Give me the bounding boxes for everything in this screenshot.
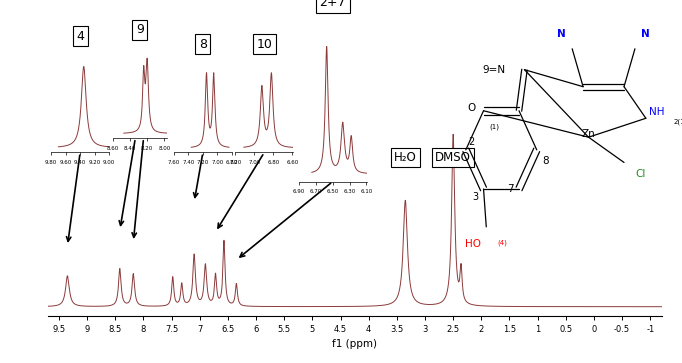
Text: 8: 8 <box>542 156 549 166</box>
Text: 9=N: 9=N <box>482 65 505 75</box>
Text: DMSO: DMSO <box>435 151 471 164</box>
Text: (1): (1) <box>489 123 499 130</box>
Text: 2: 2 <box>469 137 475 147</box>
Text: 2+7: 2+7 <box>320 0 346 9</box>
Text: 8: 8 <box>199 37 207 50</box>
Text: Zn: Zn <box>582 129 595 139</box>
Text: 2(10): 2(10) <box>673 118 682 125</box>
Text: 7: 7 <box>507 184 514 194</box>
Text: 4: 4 <box>76 30 84 43</box>
Text: HO: HO <box>464 240 481 249</box>
Text: (4): (4) <box>497 240 507 246</box>
Text: N: N <box>642 29 650 39</box>
Text: NH: NH <box>649 107 664 117</box>
X-axis label: f1 (ppm): f1 (ppm) <box>332 339 377 350</box>
Text: H₂O: H₂O <box>394 151 417 164</box>
Text: 3: 3 <box>472 192 478 202</box>
Text: 10: 10 <box>256 37 272 50</box>
Text: O: O <box>467 103 475 113</box>
Text: 9: 9 <box>136 23 144 36</box>
Text: Cl: Cl <box>635 169 645 179</box>
Text: N: N <box>557 29 565 39</box>
